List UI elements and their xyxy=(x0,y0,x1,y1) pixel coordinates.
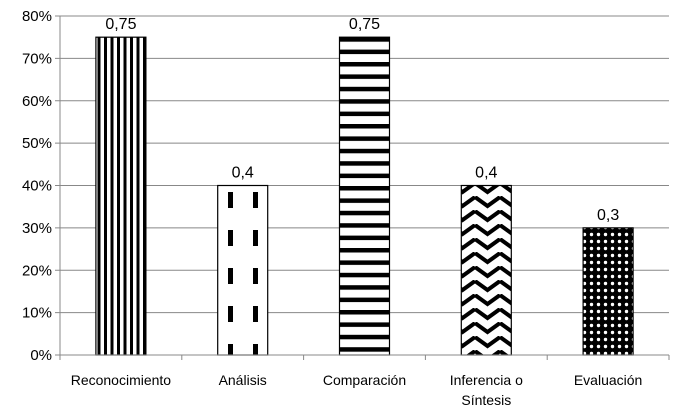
bars xyxy=(95,36,634,356)
axes xyxy=(59,16,669,356)
x-tick-label: Evaluación xyxy=(574,372,643,388)
x-tick-label: Análisis xyxy=(219,372,267,388)
x-tick-label: Inferencia o xyxy=(450,372,523,388)
data-label: 0,4 xyxy=(232,165,254,182)
data-label: 0,75 xyxy=(349,16,380,33)
data-labels: 0,75 0,4 0,75 0,4 0,3 xyxy=(105,16,619,224)
bar xyxy=(460,184,512,356)
data-label: 0,3 xyxy=(597,207,619,224)
y-tick-label: 0% xyxy=(30,347,52,364)
bar xyxy=(582,227,634,356)
y-tick-label: 20% xyxy=(22,262,52,279)
y-tick-label: 50% xyxy=(22,135,52,152)
x-tick-label: Reconocimiento xyxy=(71,372,172,388)
y-tick-label: 60% xyxy=(22,93,52,110)
data-label: 0,4 xyxy=(475,165,497,182)
x-tick-label: Síntesis xyxy=(461,392,511,408)
x-tick-label: Comparación xyxy=(323,372,406,388)
y-tick-label: 40% xyxy=(22,178,52,195)
y-tick-label: 70% xyxy=(22,50,52,67)
data-label: 0,75 xyxy=(105,16,136,33)
bar xyxy=(95,36,147,356)
bar xyxy=(217,184,269,356)
x-axis-ticks: Reconocimiento Análisis Comparación Inferen… xyxy=(59,355,670,408)
y-tick-label: 10% xyxy=(22,305,52,322)
y-tick-label: 80% xyxy=(22,8,52,25)
y-tick-label: 30% xyxy=(22,220,52,237)
bar xyxy=(338,36,391,356)
y-axis-ticks: 0% 10% 20% 30% 40% 50% 60% 70% 80% xyxy=(22,8,60,364)
